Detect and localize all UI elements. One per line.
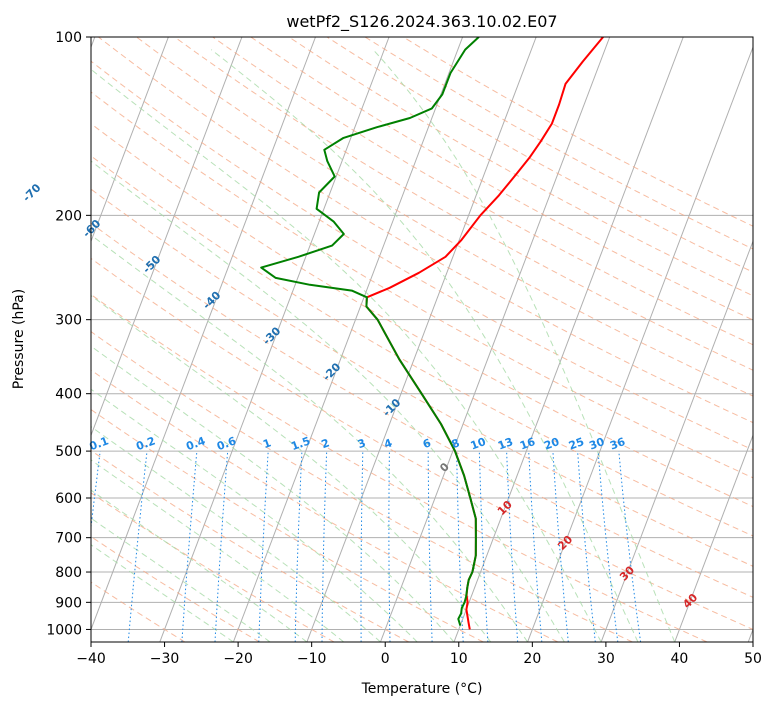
y-tick-label: 900 [55,595,82,611]
y-tick-label: 100 [55,30,82,46]
dry-adiabat [91,188,753,567]
moist-adiabat [91,160,565,642]
isotherm--30 [159,37,390,642]
isotherm--40 [91,37,316,631]
x-tick-label: −20 [223,651,253,667]
isotherm-20 [527,45,753,642]
dry-adiabat [212,37,753,346]
mixing-ratio-label: 4 [382,436,394,451]
isotherm-40 [674,433,753,642]
y-tick-label: 200 [55,208,82,224]
dry-adiabat [91,155,753,537]
dry-adiabat [91,123,753,508]
dry-adiabat [91,536,260,642]
mixing-ratio-label: 8 [450,436,462,451]
dry-adiabat [91,449,409,642]
y-tick-label: 300 [55,313,82,329]
dry-adiabat [98,37,753,424]
mixing-ratio-label: 1.5 [289,434,312,453]
mixing-ratio-label: 36 [608,435,627,453]
x-tick-label: −40 [76,651,106,667]
chart-title: wetPf2_S126.2024.363.10.02.E07 [286,12,557,32]
y-tick-label: 500 [55,444,82,460]
mixing-ratio-label: 1 [261,436,273,451]
dewpoint-profile [260,37,480,626]
mixing-ratio-label: 0.6 [215,434,238,453]
x-axis: −40 −30 −20 −10 0 10 20 30 40 50 [76,642,762,667]
x-tick-label: 50 [744,651,762,667]
mixing-ratio-label: 6 [421,436,433,451]
mixing-ratio-label: 20 [542,435,561,453]
mixing-ratio-label: 16 [518,435,537,453]
mixing-ratio-label: 0.2 [134,434,157,453]
isotherm-10 [453,37,684,642]
isotherm--50 [91,37,243,437]
x-tick-label: −10 [297,651,327,667]
isotherm-0 [379,37,611,642]
y-tick-label: 700 [55,531,82,547]
moist-adiabat [210,49,639,642]
mixing-ratio-label: 30 [587,435,606,453]
dry-adiabat [174,37,753,371]
y-tick-label: 800 [55,565,82,581]
isotherm--20 [232,37,464,642]
moist-adiabat [372,49,676,642]
dry-adiabat [91,293,708,642]
x-tick-label: 40 [671,651,689,667]
x-tick-label: −30 [150,651,180,667]
moist-adiabat [91,459,345,642]
moist-adiabat [91,426,381,642]
x-tick-label: 0 [381,651,390,667]
moist-adiabat [91,234,528,642]
x-tick-label: 10 [450,651,468,667]
x-axis-title: Temperature (°C) [361,681,483,697]
x-tick-label: 20 [523,651,541,667]
dry-adiabat [91,91,753,479]
moist-adiabat [91,517,271,642]
mixing-ratio-label: 0.4 [184,434,207,453]
y-axis-title: Pressure (hPa) [11,289,27,389]
mixing-ratio-label: 0.1 [88,434,111,453]
moist-adiabat [91,294,492,642]
y-tick-label: 600 [55,491,82,507]
plot-frame [90,36,754,643]
mixing-ratio-label: 2 [320,436,332,451]
moist-adiabat [91,68,602,642]
isotherm-30 [600,239,753,642]
mixing-ratio-line [597,451,619,642]
mixing-ratio-line [618,451,642,642]
moist-adiabat [91,388,418,642]
dry-adiabat [91,331,633,642]
moist-adiabat [91,489,308,642]
mixing-ratio-label: 25 [567,435,586,452]
mixing-ratio-label: 3 [356,436,368,451]
dry-adiabat [136,37,753,397]
mixing-ratio-label: 10 [469,435,488,453]
profile-lines [260,37,604,630]
y-tick-label: 400 [55,387,82,403]
x-tick-label: 30 [597,651,615,667]
moist-adiabat [91,544,234,642]
mixing-ratio-line [91,451,101,531]
y-tick-label: 1000 [46,622,82,638]
mixing-ratio-label: 13 [496,435,515,452]
isotherm--60 [91,37,169,243]
dry-adiabat [91,60,753,451]
y-axis: 1000 900 800 700 600 500 400 300 200 100 [46,30,91,638]
